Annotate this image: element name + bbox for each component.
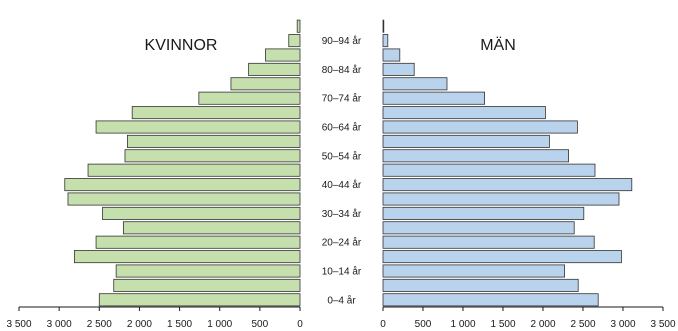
age-group-label: 70–74 år <box>322 93 362 105</box>
men-bar <box>382 48 401 62</box>
men-bar <box>382 106 546 120</box>
women-x-tick-label: 0 <box>297 319 303 330</box>
men-x-tick-label: 2 000 <box>530 319 555 330</box>
men-bar <box>382 293 599 307</box>
age-group-label: 90–94 år <box>322 35 362 47</box>
women-x-tick-label: 3 000 <box>47 319 72 330</box>
men-bars <box>382 19 633 307</box>
women-x-tick-label: 500 <box>252 319 269 330</box>
women-bar <box>288 34 301 48</box>
women-bar <box>102 206 301 220</box>
men-bar <box>382 192 620 206</box>
women-bar <box>115 264 301 278</box>
men-bar <box>382 264 566 278</box>
men-x-tick-label: 2 500 <box>570 319 595 330</box>
women-bar <box>64 178 301 192</box>
men-x-tick-label: 3 000 <box>610 319 635 330</box>
women-bar <box>87 163 301 177</box>
men-bar <box>382 91 485 105</box>
men-bar <box>382 206 585 220</box>
women-bar <box>124 149 301 163</box>
men-x-tick-label: 1 500 <box>490 319 515 330</box>
women-bars <box>64 19 301 307</box>
women-x-tick-label: 1 500 <box>167 319 192 330</box>
women-bar <box>265 48 301 62</box>
men-x-tick-label: 1 000 <box>450 319 475 330</box>
women-bar <box>230 77 301 91</box>
age-group-label: 10–14 år <box>322 266 362 278</box>
men-bar <box>382 62 415 76</box>
men-bar <box>382 77 448 91</box>
men-bar <box>382 178 633 192</box>
men-bar <box>382 120 578 134</box>
age-group-label: 30–34 år <box>322 208 362 220</box>
women-bar <box>74 250 301 264</box>
age-group-label: 0–4 år <box>327 294 356 306</box>
women-x-tick-label: 1 000 <box>207 319 232 330</box>
men-panel-title: MÄN <box>480 36 516 54</box>
women-bar <box>95 120 301 134</box>
age-group-label: 60–64 år <box>322 122 362 134</box>
men-x-ticks: 0 500 1 000 1 500 2 000 2 500 3 000 3 500 <box>380 307 676 330</box>
women-bar <box>113 278 301 292</box>
men-bar <box>382 19 385 33</box>
men-bar <box>382 34 389 48</box>
women-bar <box>95 235 301 249</box>
women-bar <box>198 91 301 105</box>
men-bar <box>382 221 575 235</box>
men-x-tick-label: 0 <box>380 319 386 330</box>
women-bar <box>67 192 301 206</box>
men-bar <box>382 250 622 264</box>
men-x-tick-label: 500 <box>415 319 432 330</box>
men-x-tick-label: 3 500 <box>650 319 675 330</box>
age-group-label: 50–54 år <box>322 150 362 162</box>
men-bar <box>382 278 579 292</box>
women-x-tick-label: 2 500 <box>87 319 112 330</box>
men-bar <box>382 163 596 177</box>
women-bar <box>248 62 301 76</box>
women-bar <box>296 19 301 33</box>
men-bar <box>382 149 570 163</box>
women-x-ticks: 3 500 3 000 2 500 2 000 1 500 1 000 500 0 <box>6 307 303 330</box>
women-x-tick-label: 2 000 <box>127 319 152 330</box>
age-group-label: 20–24 år <box>322 237 362 249</box>
women-bar <box>131 106 301 120</box>
age-group-labels: 0–4 år 10–14 år 20–24 år 30–34 år 40–44 år 50… <box>322 35 362 306</box>
men-bar <box>382 134 550 148</box>
men-bar <box>382 235 595 249</box>
age-group-label: 80–84 år <box>322 64 362 76</box>
women-bar <box>126 134 301 148</box>
women-bar <box>122 221 301 235</box>
women-panel-title: KVINNOR <box>145 37 218 54</box>
age-group-label: 40–44 år <box>322 179 362 191</box>
women-bar <box>98 293 301 307</box>
women-x-tick-label: 3 500 <box>6 319 31 330</box>
